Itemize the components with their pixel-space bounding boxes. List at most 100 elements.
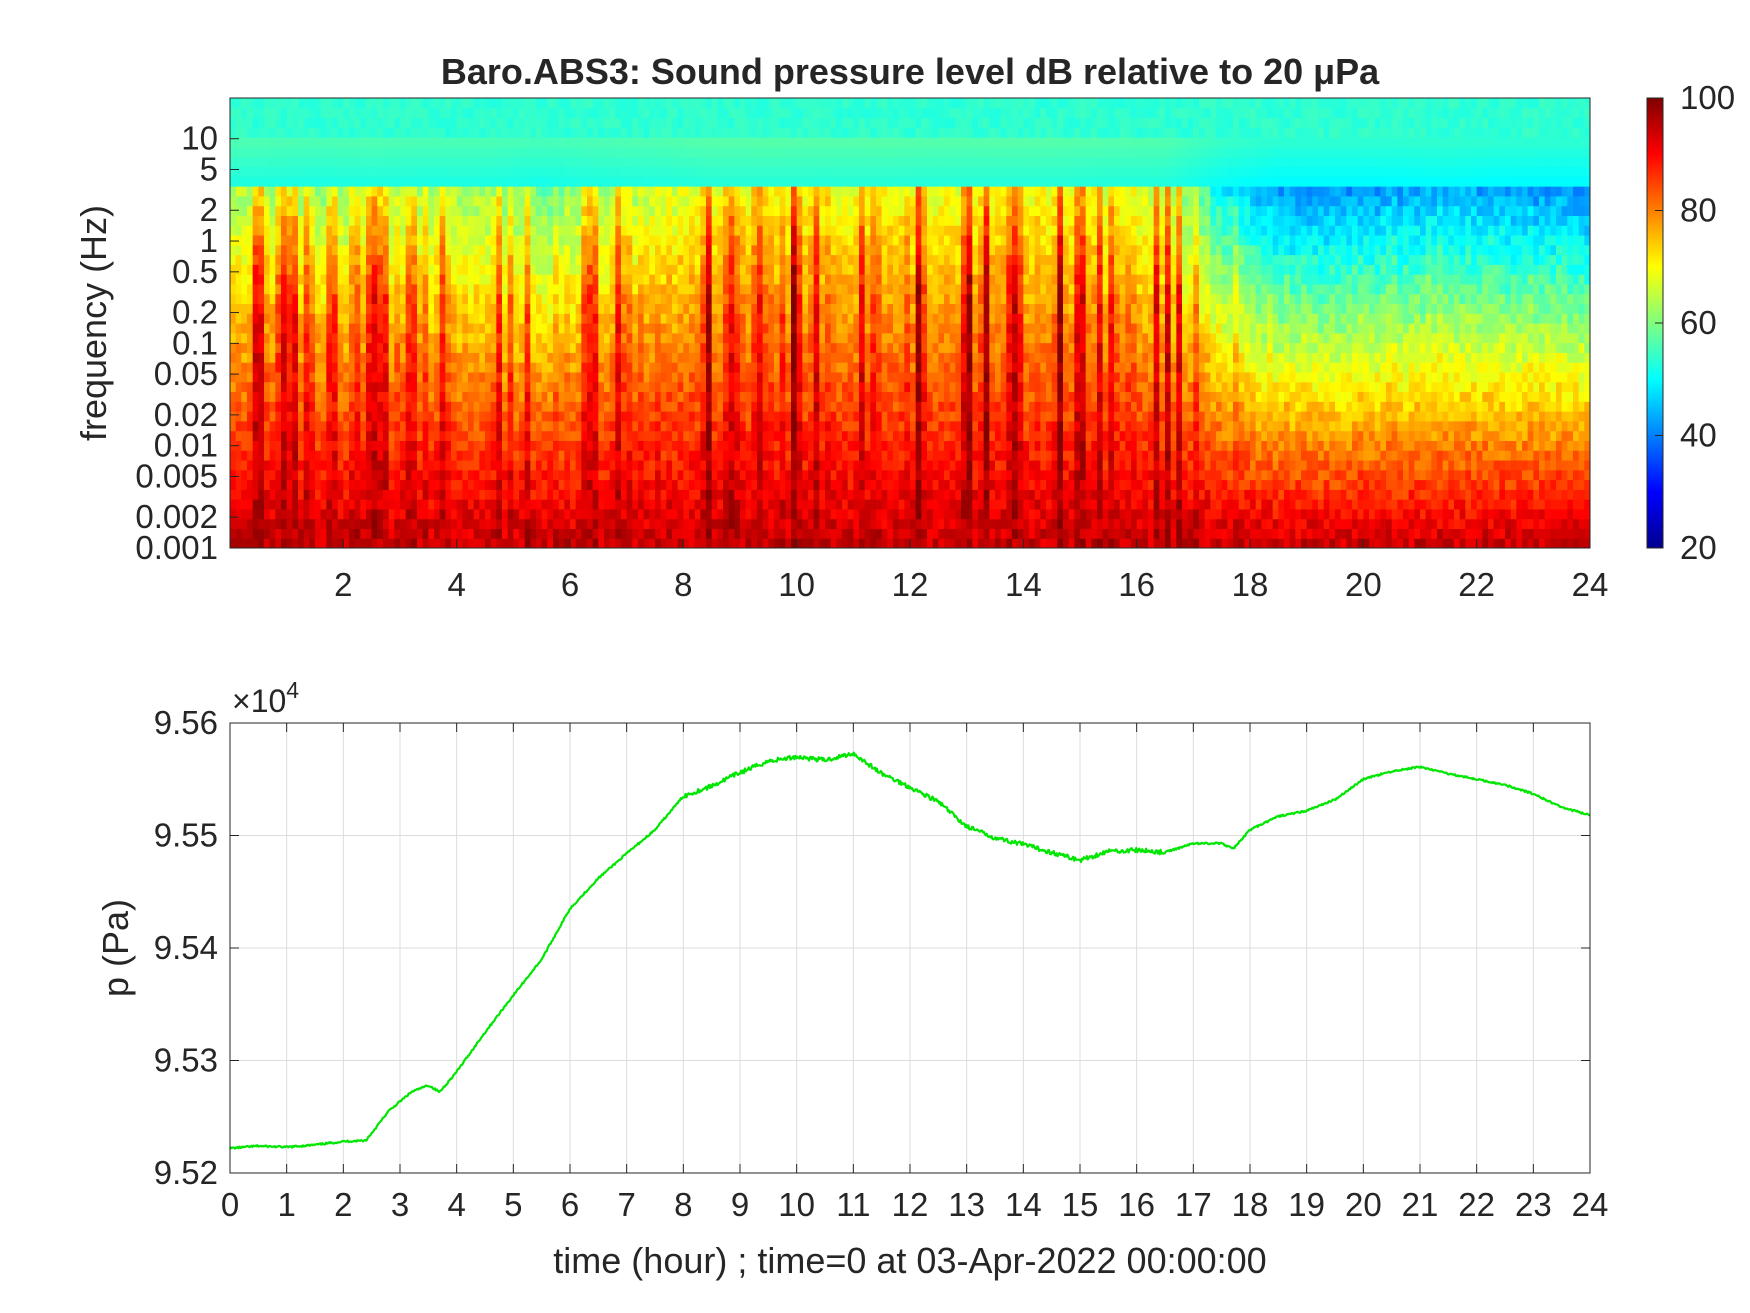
spectrogram-cell — [451, 479, 458, 490]
spectrogram-cell — [530, 107, 537, 119]
spectrogram-cell — [439, 146, 446, 158]
spectrogram-cell — [354, 107, 361, 119]
spectrogram-cell — [649, 430, 656, 441]
spectrogram-cell — [677, 117, 684, 128]
spectrogram-cell — [621, 508, 628, 520]
spectrogram-cell — [303, 411, 310, 422]
spectrogram-cell — [315, 401, 322, 412]
spectrogram-cell — [796, 107, 803, 119]
spectrogram-cell — [689, 176, 696, 187]
spectrogram-cell — [587, 156, 594, 168]
spectrogram-cell — [808, 440, 815, 451]
spectrogram-cell — [519, 528, 526, 539]
spectrogram-cell — [281, 274, 288, 285]
spectrogram-cell — [711, 342, 718, 353]
spectrogram-cell — [400, 332, 407, 344]
spectrogram-cell — [513, 313, 520, 324]
spectrogram-cell — [292, 469, 299, 481]
spectrogram-cell — [819, 391, 826, 402]
spectrogram-cell — [281, 225, 288, 236]
spectrogram-cell — [745, 352, 752, 363]
spectrogram-cell — [258, 499, 265, 510]
spectrogram-cell — [558, 137, 565, 148]
spectrogram-cell — [592, 205, 599, 216]
spectrogram-cell — [547, 254, 554, 265]
spectrogram-cell — [496, 401, 503, 412]
spectrogram-cell — [286, 215, 293, 226]
spectrogram-cell — [558, 430, 565, 441]
spectrogram-cell — [740, 430, 747, 441]
spectrogram-cell — [394, 98, 401, 109]
spectrogram-cell — [592, 352, 599, 363]
spectrogram-cell — [519, 176, 526, 187]
spectrogram-cell — [643, 254, 650, 265]
spectrogram-cell — [757, 98, 764, 109]
spectrogram-cell — [434, 225, 441, 236]
spectrogram-cell — [768, 538, 775, 548]
spectrogram-cell — [553, 137, 560, 148]
spectrogram-cell — [609, 459, 616, 471]
spectrogram-cell — [700, 352, 707, 363]
spectrogram-cell — [315, 166, 322, 177]
spectrogram-cell — [587, 234, 594, 246]
spectrogram-cell — [439, 137, 446, 148]
spectrogram-cell — [723, 293, 730, 305]
spectrogram-cell — [326, 459, 333, 471]
spectrogram-cell — [247, 137, 254, 148]
spectrogram-cell — [269, 352, 276, 363]
spectrogram-cell — [235, 146, 242, 158]
spectrogram-cell — [830, 274, 837, 285]
spectrogram-cell — [553, 430, 560, 441]
spectrogram-cell — [740, 381, 747, 393]
spectrogram-cell — [632, 362, 639, 373]
spectrogram-cell — [768, 450, 775, 461]
spectrogram-cell — [700, 176, 707, 187]
spectrogram-cell — [337, 274, 344, 285]
spectrogram-cell — [706, 293, 713, 305]
spectrogram-cell — [275, 469, 282, 481]
spectrogram-cell — [394, 430, 401, 441]
spectrogram-cell — [530, 352, 537, 363]
spectrogram-cell — [383, 538, 390, 548]
spectrogram-cell — [445, 98, 452, 109]
spectrogram-cell — [371, 264, 378, 275]
spectrogram-cell — [774, 459, 781, 471]
spectrogram-cell — [740, 518, 747, 530]
spectrogram-cell — [519, 137, 526, 148]
spectrogram-cell — [541, 313, 548, 324]
spectrogram-cell — [451, 166, 458, 177]
spectrogram-cell — [689, 538, 696, 548]
spectrogram-cell — [666, 156, 673, 168]
spectrogram-cell — [354, 225, 361, 236]
spectrogram-cell — [417, 528, 424, 539]
spectrogram-cell — [728, 420, 735, 432]
spectrogram-cell — [524, 156, 531, 168]
spectrogram-cell — [298, 107, 305, 119]
spectrogram-cell — [468, 489, 475, 500]
spectrogram-cell — [490, 459, 497, 471]
spectrogram-cell — [473, 205, 480, 216]
spectrogram-cell — [366, 499, 373, 510]
spectrogram-cell — [632, 342, 639, 353]
spectrogram-cell — [717, 450, 724, 461]
spectrogram-cell — [655, 303, 662, 314]
spectrogram-cell — [830, 469, 837, 481]
spectrogram-cell — [230, 254, 237, 265]
spectrogram-cell — [434, 362, 441, 373]
spectrogram-cell — [808, 264, 815, 275]
spectrogram-cell — [677, 127, 684, 138]
spectrogram-cell — [394, 450, 401, 461]
spectrogram-cell — [349, 225, 356, 236]
spectrogram-cell — [779, 489, 786, 500]
spectrogram-cell — [230, 362, 237, 373]
spectrogram-cell — [490, 244, 497, 256]
spectrogram-cell — [785, 450, 792, 461]
spectrogram-cell — [740, 293, 747, 305]
spectrogram-cell — [320, 352, 327, 363]
spectrogram-cell — [303, 176, 310, 187]
spectrogram-cell — [683, 98, 690, 109]
spectrogram-cell — [536, 215, 543, 226]
spectrogram-cell — [485, 283, 492, 295]
spectrogram-cell — [462, 528, 469, 539]
spectrogram-cell — [774, 107, 781, 119]
